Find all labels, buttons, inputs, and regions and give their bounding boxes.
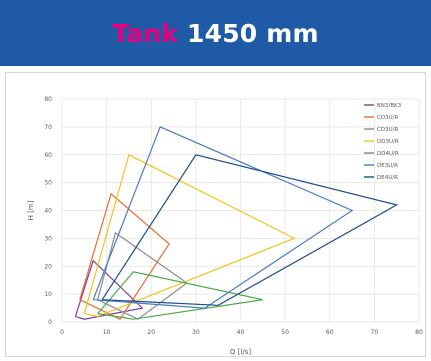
header-banner: Tank 1450 mm [0, 0, 431, 66]
performance-chart: 0 10 20 30 40 50 60 70 80 0 10 20 30 40 50 60 70 80 Q [l/s… [27, 96, 423, 356]
x-tick-label: 0 [60, 329, 64, 336]
y-tick-label: 0 [48, 319, 52, 326]
plot-frame: 0 10 20 30 40 50 60 70 80 0 10 20 30 40 50 60 70 80 Q [l/s… [5, 72, 426, 357]
title-accent: Tank [112, 18, 179, 48]
x-tick-label: 60 [326, 329, 334, 336]
y-tick-label: 50 [44, 180, 52, 187]
x-tick-label: 10 [103, 329, 111, 336]
series-line-7 [101, 154, 399, 306]
series-line-1 [74, 259, 144, 320]
y-tick-label: 30 [44, 235, 52, 242]
y-tick-label: 20 [44, 263, 52, 270]
y-tick-label: 40 [44, 208, 52, 215]
legend-label: DD3U/R [377, 139, 399, 145]
legend-label: DE3U/R [377, 163, 398, 169]
legend-label: DD4U/R [377, 151, 399, 157]
legend-label: BN3/BK3 [377, 103, 402, 109]
x-tick-label: 70 [371, 329, 379, 336]
y-axis-title: H [m] [27, 200, 35, 220]
series-line-6 [92, 126, 354, 309]
legend-label: DE4U/R [377, 175, 398, 181]
x-axis-title: Q [l/s] [230, 348, 251, 356]
x-tick-label: 30 [192, 329, 200, 336]
y-tick-label: 60 [44, 152, 52, 159]
y-tick-label: 10 [44, 291, 52, 298]
legend-label: CD3U/R [377, 115, 398, 121]
x-tick-label: 80 [415, 329, 423, 336]
legend-label: CD3U/R [377, 127, 398, 133]
page-title: Tank 1450 mm [112, 21, 319, 46]
series-line-4 [83, 153, 296, 318]
x-tick-label: 50 [281, 329, 289, 336]
x-tick-label: 40 [237, 329, 245, 336]
x-tick-label: 20 [147, 329, 155, 336]
y-tick-label: 70 [44, 124, 52, 131]
title-rest: 1450 mm [187, 18, 319, 48]
y-tick-label: 80 [44, 96, 52, 103]
series-line-5 [97, 271, 263, 320]
